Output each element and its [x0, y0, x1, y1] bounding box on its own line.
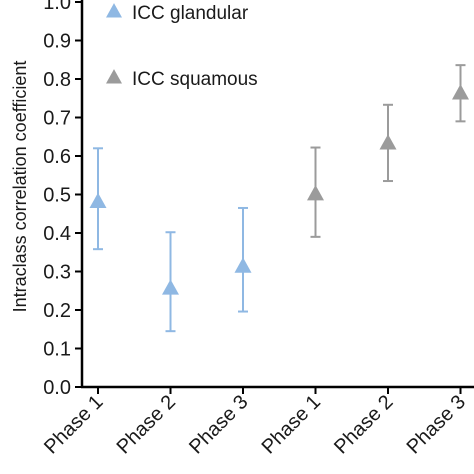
- y-tick-label: 0.7: [43, 108, 71, 130]
- data-point-triangle: [452, 84, 469, 100]
- x-category-labels: Phase 1 Phase 2 Phase 3 Phase 1 Phase 2 Phase…: [40, 387, 470, 458]
- y-axis-title: Intraclass correlation coefficient: [10, 61, 30, 313]
- y-tick-label: 0.8: [43, 69, 71, 91]
- data-point-triangle: [307, 185, 324, 201]
- data-series: [89, 64, 469, 333]
- data-point-triangle: [162, 279, 179, 295]
- data-point-triangle: [89, 192, 107, 209]
- legend-label: ICC squamous: [132, 69, 258, 90]
- data-point-triangle: [379, 134, 397, 150]
- legend: ICC glandular ICC squamous: [106, 3, 258, 90]
- x-category-label: Phase 3: [185, 391, 252, 458]
- axes: [80, 0, 474, 389]
- y-tick-label: 0.6: [43, 146, 71, 168]
- legend-label: ICC glandular: [132, 3, 249, 24]
- y-tick-label: 0.0: [43, 377, 71, 399]
- x-category-label: Phase 2: [113, 391, 180, 458]
- y-tick-label: 0.1: [43, 339, 71, 361]
- y-tick-label: 0.3: [43, 262, 71, 284]
- x-category-label: Phase 1: [40, 391, 107, 458]
- y-tick-label: 0.5: [43, 185, 71, 207]
- y-tick-label: 1.0: [43, 0, 71, 14]
- x-category-label: Phase 2: [330, 391, 397, 458]
- y-tick-label: 0.9: [43, 31, 71, 53]
- data-point-triangle: [234, 257, 252, 273]
- x-category-label: Phase 3: [403, 391, 470, 458]
- legend-marker-triangle: [106, 69, 122, 84]
- y-tick-label: 0.4: [43, 223, 71, 245]
- y-tick-label: 0.2: [43, 300, 71, 322]
- y-ticks: 0.0 0.1 0.2 0.3 0.4 0.5 0.6 0.7 0.8 0.9 1.0: [43, 0, 82, 399]
- legend-marker-triangle: [106, 3, 122, 18]
- x-category-label: Phase 1: [258, 391, 325, 458]
